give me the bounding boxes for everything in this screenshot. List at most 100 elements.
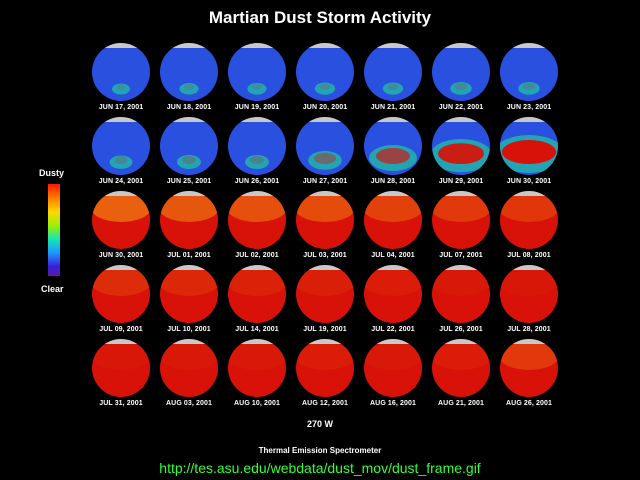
frame-date-label: JUL 14, 2001 <box>235 326 279 333</box>
dust-fringe <box>160 342 218 370</box>
dust-region <box>247 83 267 95</box>
mars-frame: JUN 19, 2001 <box>226 42 288 116</box>
dust-fringe <box>500 342 558 370</box>
frame-date-label: JUL 07, 2001 <box>439 252 483 259</box>
dust-fringe <box>228 268 286 296</box>
frame-date-label: JUL 03, 2001 <box>303 252 347 259</box>
dust-core <box>502 140 556 164</box>
globe-surface <box>432 265 490 323</box>
mars-globe <box>432 265 490 323</box>
globe-surface <box>364 191 422 249</box>
dust-core <box>116 84 126 90</box>
dust-fringe <box>500 194 558 222</box>
frame-date-label: JUN 29, 2001 <box>438 178 484 185</box>
dust-core <box>319 83 331 90</box>
dust-region <box>112 83 130 95</box>
dust-region <box>245 155 269 169</box>
image-title: Martian Dust Storm Activity <box>208 8 432 27</box>
dust-region <box>450 82 472 95</box>
frame-date-label: JUL 28, 2001 <box>507 326 551 333</box>
polar-cap <box>160 339 218 344</box>
frame-date-label: JUN 26, 2001 <box>234 178 280 185</box>
mars-globe <box>296 43 354 101</box>
polar-cap <box>500 191 558 196</box>
dust-core <box>114 156 128 164</box>
mars-frame: JUN 27, 2001 <box>294 116 356 190</box>
frame-date-label: JUL 19, 2001 <box>303 326 347 333</box>
mars-globe <box>92 191 150 249</box>
mars-globe <box>92 117 150 175</box>
dust-color-scale <box>48 184 60 276</box>
dust-region <box>314 82 336 95</box>
globe-surface <box>228 339 286 397</box>
mars-frame: JUN 18, 2001 <box>158 42 220 116</box>
frame-date-label: JUL 26, 2001 <box>439 326 483 333</box>
polar-cap <box>92 117 150 122</box>
mars-globe <box>500 117 558 175</box>
instrument-label: Thermal Emission Spectrometer <box>258 446 382 455</box>
mars-globe <box>92 43 150 101</box>
mars-globe <box>160 117 218 175</box>
frame-date-label: AUG 10, 2001 <box>234 400 280 407</box>
mars-frame: JUN 20, 2001 <box>294 42 356 116</box>
mars-globe <box>432 191 490 249</box>
dust-fringe <box>432 194 490 222</box>
polar-cap <box>432 265 490 270</box>
dust-fringe <box>364 194 422 222</box>
polar-cap <box>92 191 150 196</box>
dust-fringe <box>92 268 150 296</box>
polar-cap <box>364 117 422 122</box>
polar-cap <box>296 43 354 48</box>
frame-date-label: JUN 23, 2001 <box>506 104 552 111</box>
frame-date-label: JUN 24, 2001 <box>98 178 144 185</box>
dust-core <box>182 156 196 164</box>
dust-fringe <box>432 342 490 370</box>
legend-clear-label: Clear <box>41 284 64 294</box>
globe-surface <box>500 339 558 397</box>
longitude-label: 270 W <box>306 419 333 429</box>
dust-fringe <box>500 268 558 296</box>
mars-frame: JUN 30, 2001 <box>90 190 152 264</box>
mars-globe <box>228 117 286 175</box>
polar-cap <box>160 117 218 122</box>
globe-surface <box>364 339 422 397</box>
globe-surface <box>160 265 218 323</box>
polar-cap <box>160 265 218 270</box>
frame-date-label: JUN 17, 2001 <box>98 104 144 111</box>
frame-date-label: AUG 21, 2001 <box>438 400 484 407</box>
polar-cap <box>92 339 150 344</box>
polar-cap <box>432 117 490 122</box>
mars-frame: JUL 01, 2001 <box>158 190 220 264</box>
dust-core <box>314 152 336 164</box>
frame-date-label: JUN 21, 2001 <box>370 104 416 111</box>
globe-surface <box>500 265 558 323</box>
polar-cap <box>228 191 286 196</box>
mars-frame: JUN 28, 2001 <box>362 116 424 190</box>
globe-surface <box>92 265 150 323</box>
source-url[interactable]: http://tes.asu.edu/webdata/dust_mov/dust… <box>159 460 481 476</box>
frame-date-label: JUL 01, 2001 <box>167 252 211 259</box>
polar-cap <box>364 43 422 48</box>
mars-frame: JUL 07, 2001 <box>430 190 492 264</box>
frame-date-label: JUL 08, 2001 <box>507 252 551 259</box>
globe-surface <box>432 191 490 249</box>
polar-cap <box>296 117 354 122</box>
frame-date-label: JUN 22, 2001 <box>438 104 484 111</box>
dust-region <box>518 82 540 95</box>
frame-date-label: JUN 30, 2001 <box>98 252 144 259</box>
mars-frame: JUN 26, 2001 <box>226 116 288 190</box>
mars-frame: JUL 03, 2001 <box>294 190 356 264</box>
mars-frame: AUG 21, 2001 <box>430 338 492 412</box>
mars-globe <box>296 117 354 175</box>
dust-core <box>455 82 467 90</box>
mars-frame: AUG 10, 2001 <box>226 338 288 412</box>
mars-globe <box>364 117 422 175</box>
dust-fringe <box>228 194 286 222</box>
frame-date-label: JUN 19, 2001 <box>234 104 280 111</box>
dust-core <box>438 143 484 164</box>
dust-region <box>109 155 133 169</box>
frame-date-label: JUN 18, 2001 <box>166 104 212 111</box>
mars-globe <box>364 191 422 249</box>
mars-frame: JUL 31, 2001 <box>90 338 152 412</box>
globe-surface <box>160 339 218 397</box>
